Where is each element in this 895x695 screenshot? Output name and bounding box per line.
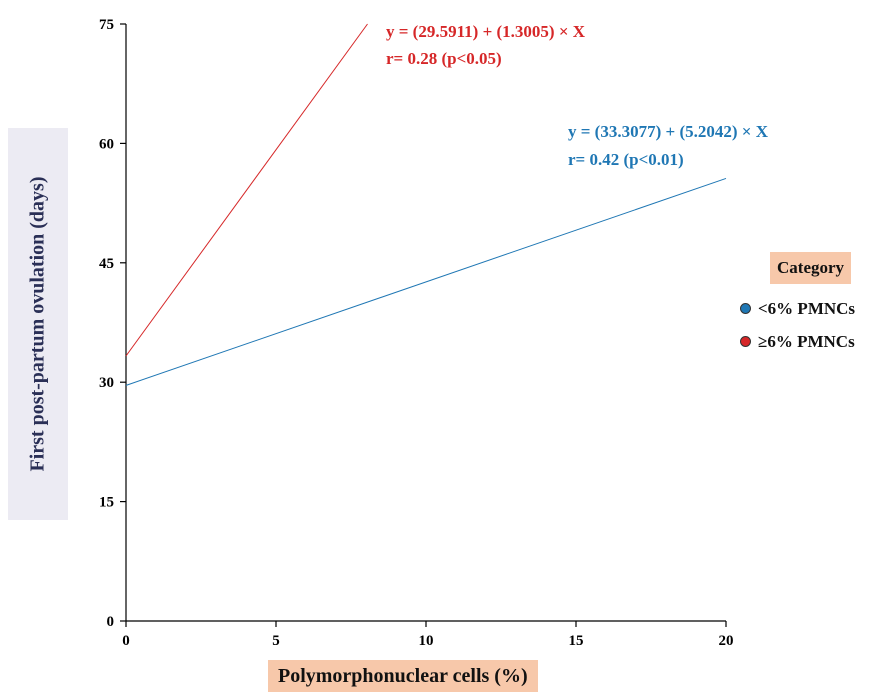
y-tick-label: 0	[107, 614, 115, 630]
y-tick-label: 45	[99, 256, 114, 272]
axes	[125, 24, 726, 622]
x-tick-label: 0	[122, 633, 130, 649]
y-tick-label: 60	[99, 136, 114, 152]
x-tick-label: 15	[569, 633, 584, 649]
y-tick-label: 15	[99, 495, 114, 511]
legend-item-ge6: ≥6% PMNCs	[740, 331, 855, 353]
x-tick-label: 5	[272, 633, 280, 649]
annotation-blue-equation: y = (33.3077) + (5.2042) × X	[568, 122, 769, 141]
annotation-red-r: r= 0.28 (p<0.05)	[386, 49, 502, 68]
series-line-0	[125, 177, 727, 386]
x-axis-label: Polymorphonuclear cells (%)	[268, 660, 538, 692]
y-axis-label-background	[8, 128, 68, 520]
y-axis-label: First post-partum ovulation (days)	[26, 176, 49, 472]
legend-title: Category	[770, 252, 852, 284]
legend-item-lt6: <6% PMNCs	[740, 298, 855, 320]
x-tick-label: 20	[719, 633, 734, 649]
series-lines	[125, 23, 727, 386]
legend-label-ge6: ≥6% PMNCs	[758, 332, 855, 351]
legend-dot-blue-icon	[740, 302, 751, 314]
annotation-blue-r: r= 0.42 (p<0.01)	[568, 150, 684, 169]
y-tick-label: 75	[99, 17, 114, 33]
x-tick-label: 10	[419, 633, 434, 649]
annotation-red-equation: y = (29.5911) + (1.3005) × X	[386, 22, 586, 41]
series-line-1	[125, 23, 368, 357]
y-tick-label: 30	[99, 375, 114, 391]
ticks: 0 5 10 15 20 0 15 30 45 60 75	[99, 17, 734, 649]
legend-label-lt6: <6% PMNCs	[758, 299, 856, 318]
legend-dot-red-icon	[740, 335, 751, 347]
